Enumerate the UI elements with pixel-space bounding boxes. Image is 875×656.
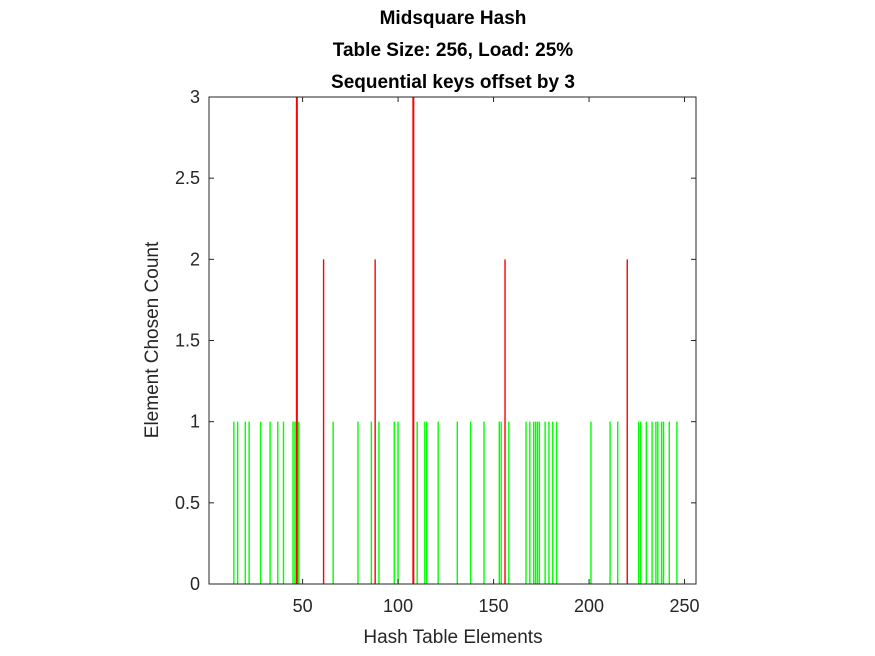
- x-tick-label-0: 50: [293, 596, 313, 616]
- chart-title-line-2: Table Size: 256, Load: 25%: [333, 40, 574, 61]
- x-tick-label-2: 150: [479, 596, 509, 616]
- x-axis-label: Hash Table Elements: [363, 627, 542, 648]
- axes-frame: [208, 96, 697, 585]
- y-tick-label-1: 0.5: [175, 493, 200, 513]
- y-tick-label-6: 3: [190, 87, 200, 107]
- y-tick-label-2: 1: [190, 412, 200, 432]
- y-tick-label-5: 2.5: [175, 168, 200, 188]
- x-tick-label-1: 100: [383, 596, 413, 616]
- plot-area: [209, 97, 696, 584]
- y-tick-label-4: 2: [190, 249, 200, 269]
- x-tick-label-3: 200: [574, 596, 604, 616]
- y-tick-label-3: 1.5: [175, 331, 200, 351]
- x-tick-label-4: 250: [670, 596, 700, 616]
- y-axis-label: Element Chosen Count: [142, 241, 163, 438]
- y-tick-label-0: 0: [190, 574, 200, 594]
- bars-layer: [233, 97, 678, 584]
- chart-title-line-1: Midsquare Hash: [380, 8, 527, 29]
- chart-title-line-3: Sequential keys offset by 3: [331, 72, 575, 93]
- ticks-layer: 50 100 150 200 250 0 0.5 1 1.5 2 2.5 3: [175, 87, 700, 616]
